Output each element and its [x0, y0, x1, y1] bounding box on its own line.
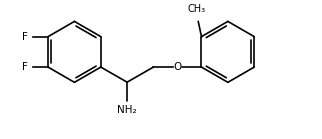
- Text: NH₂: NH₂: [117, 105, 137, 115]
- Text: F: F: [22, 62, 28, 72]
- Text: CH₃: CH₃: [188, 4, 206, 14]
- Text: F: F: [22, 32, 28, 42]
- Text: O: O: [173, 62, 182, 72]
